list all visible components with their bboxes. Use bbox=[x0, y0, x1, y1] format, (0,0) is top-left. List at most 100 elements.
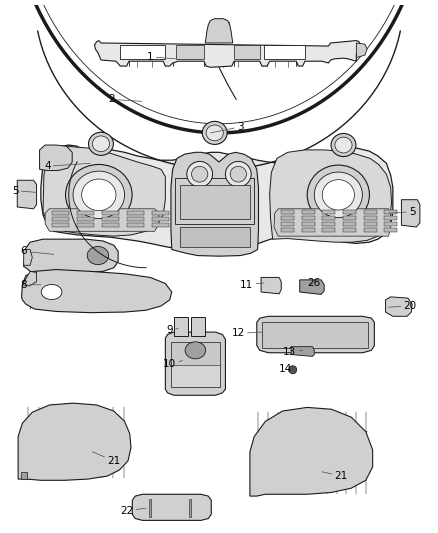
Polygon shape bbox=[102, 217, 119, 221]
Polygon shape bbox=[95, 41, 360, 67]
Polygon shape bbox=[257, 316, 374, 353]
Text: 1: 1 bbox=[147, 52, 176, 62]
Polygon shape bbox=[22, 271, 36, 286]
Polygon shape bbox=[21, 270, 172, 313]
Polygon shape bbox=[41, 145, 393, 254]
Polygon shape bbox=[343, 210, 356, 214]
Polygon shape bbox=[343, 222, 356, 226]
Polygon shape bbox=[281, 228, 294, 232]
Text: 12: 12 bbox=[232, 328, 262, 338]
Polygon shape bbox=[171, 365, 220, 387]
Polygon shape bbox=[281, 216, 294, 220]
Polygon shape bbox=[166, 332, 226, 395]
Polygon shape bbox=[18, 403, 131, 480]
Text: 8: 8 bbox=[21, 280, 41, 290]
Polygon shape bbox=[343, 216, 356, 220]
Polygon shape bbox=[270, 150, 392, 242]
Polygon shape bbox=[281, 210, 294, 214]
Text: 21: 21 bbox=[92, 452, 120, 466]
Polygon shape bbox=[171, 342, 220, 387]
Text: 4: 4 bbox=[44, 161, 90, 171]
Polygon shape bbox=[17, 180, 36, 209]
Polygon shape bbox=[364, 216, 377, 220]
Polygon shape bbox=[21, 472, 27, 479]
Polygon shape bbox=[205, 19, 233, 43]
Polygon shape bbox=[302, 210, 315, 214]
Polygon shape bbox=[300, 280, 324, 294]
Text: 6: 6 bbox=[21, 246, 54, 256]
Polygon shape bbox=[120, 45, 166, 59]
Polygon shape bbox=[127, 211, 144, 215]
Polygon shape bbox=[401, 200, 420, 227]
Ellipse shape bbox=[187, 161, 212, 187]
Polygon shape bbox=[176, 45, 204, 59]
Polygon shape bbox=[364, 222, 377, 226]
Text: 26: 26 bbox=[307, 278, 320, 288]
Polygon shape bbox=[43, 146, 166, 236]
Polygon shape bbox=[385, 297, 412, 316]
Ellipse shape bbox=[307, 165, 369, 224]
Polygon shape bbox=[127, 223, 144, 227]
Polygon shape bbox=[149, 498, 151, 516]
Polygon shape bbox=[180, 184, 250, 219]
Ellipse shape bbox=[314, 172, 362, 217]
Polygon shape bbox=[189, 498, 191, 516]
Polygon shape bbox=[384, 216, 397, 220]
Ellipse shape bbox=[322, 180, 354, 210]
Text: 10: 10 bbox=[163, 359, 183, 369]
Ellipse shape bbox=[41, 285, 62, 300]
Text: 22: 22 bbox=[120, 506, 146, 515]
Text: 3: 3 bbox=[210, 122, 244, 133]
Polygon shape bbox=[384, 228, 397, 232]
Ellipse shape bbox=[202, 122, 227, 144]
Ellipse shape bbox=[185, 342, 206, 359]
Polygon shape bbox=[357, 43, 367, 58]
Polygon shape bbox=[364, 228, 377, 232]
Polygon shape bbox=[262, 322, 368, 349]
Polygon shape bbox=[364, 210, 377, 214]
Text: 5: 5 bbox=[12, 185, 36, 196]
Polygon shape bbox=[322, 228, 336, 232]
Ellipse shape bbox=[206, 125, 223, 141]
Polygon shape bbox=[175, 179, 254, 224]
Ellipse shape bbox=[191, 166, 208, 182]
Polygon shape bbox=[127, 217, 144, 221]
Polygon shape bbox=[274, 209, 391, 236]
Polygon shape bbox=[322, 216, 336, 220]
Polygon shape bbox=[180, 227, 250, 247]
Polygon shape bbox=[174, 317, 187, 336]
Polygon shape bbox=[53, 211, 69, 215]
Ellipse shape bbox=[81, 179, 116, 211]
Polygon shape bbox=[302, 222, 315, 226]
Text: 2: 2 bbox=[108, 94, 142, 104]
Text: 13: 13 bbox=[283, 346, 303, 357]
Polygon shape bbox=[53, 223, 69, 227]
Polygon shape bbox=[152, 211, 169, 215]
Ellipse shape bbox=[335, 137, 352, 153]
Polygon shape bbox=[384, 210, 397, 214]
Text: 14: 14 bbox=[279, 364, 296, 374]
Polygon shape bbox=[191, 317, 205, 336]
Polygon shape bbox=[281, 222, 294, 226]
Polygon shape bbox=[234, 45, 260, 59]
Polygon shape bbox=[152, 223, 169, 227]
Polygon shape bbox=[264, 45, 305, 59]
Text: 5: 5 bbox=[389, 207, 416, 217]
Polygon shape bbox=[78, 223, 94, 227]
Polygon shape bbox=[24, 249, 32, 265]
Polygon shape bbox=[291, 346, 314, 357]
Polygon shape bbox=[78, 211, 94, 215]
Text: 9: 9 bbox=[166, 325, 178, 335]
Ellipse shape bbox=[66, 165, 132, 225]
Polygon shape bbox=[24, 239, 118, 272]
Polygon shape bbox=[261, 278, 281, 294]
Ellipse shape bbox=[289, 366, 297, 374]
Text: 20: 20 bbox=[389, 301, 417, 311]
Polygon shape bbox=[102, 223, 119, 227]
Polygon shape bbox=[102, 211, 119, 215]
Ellipse shape bbox=[92, 136, 110, 152]
Ellipse shape bbox=[226, 161, 251, 187]
Polygon shape bbox=[302, 216, 315, 220]
Polygon shape bbox=[250, 407, 373, 496]
Polygon shape bbox=[322, 222, 336, 226]
